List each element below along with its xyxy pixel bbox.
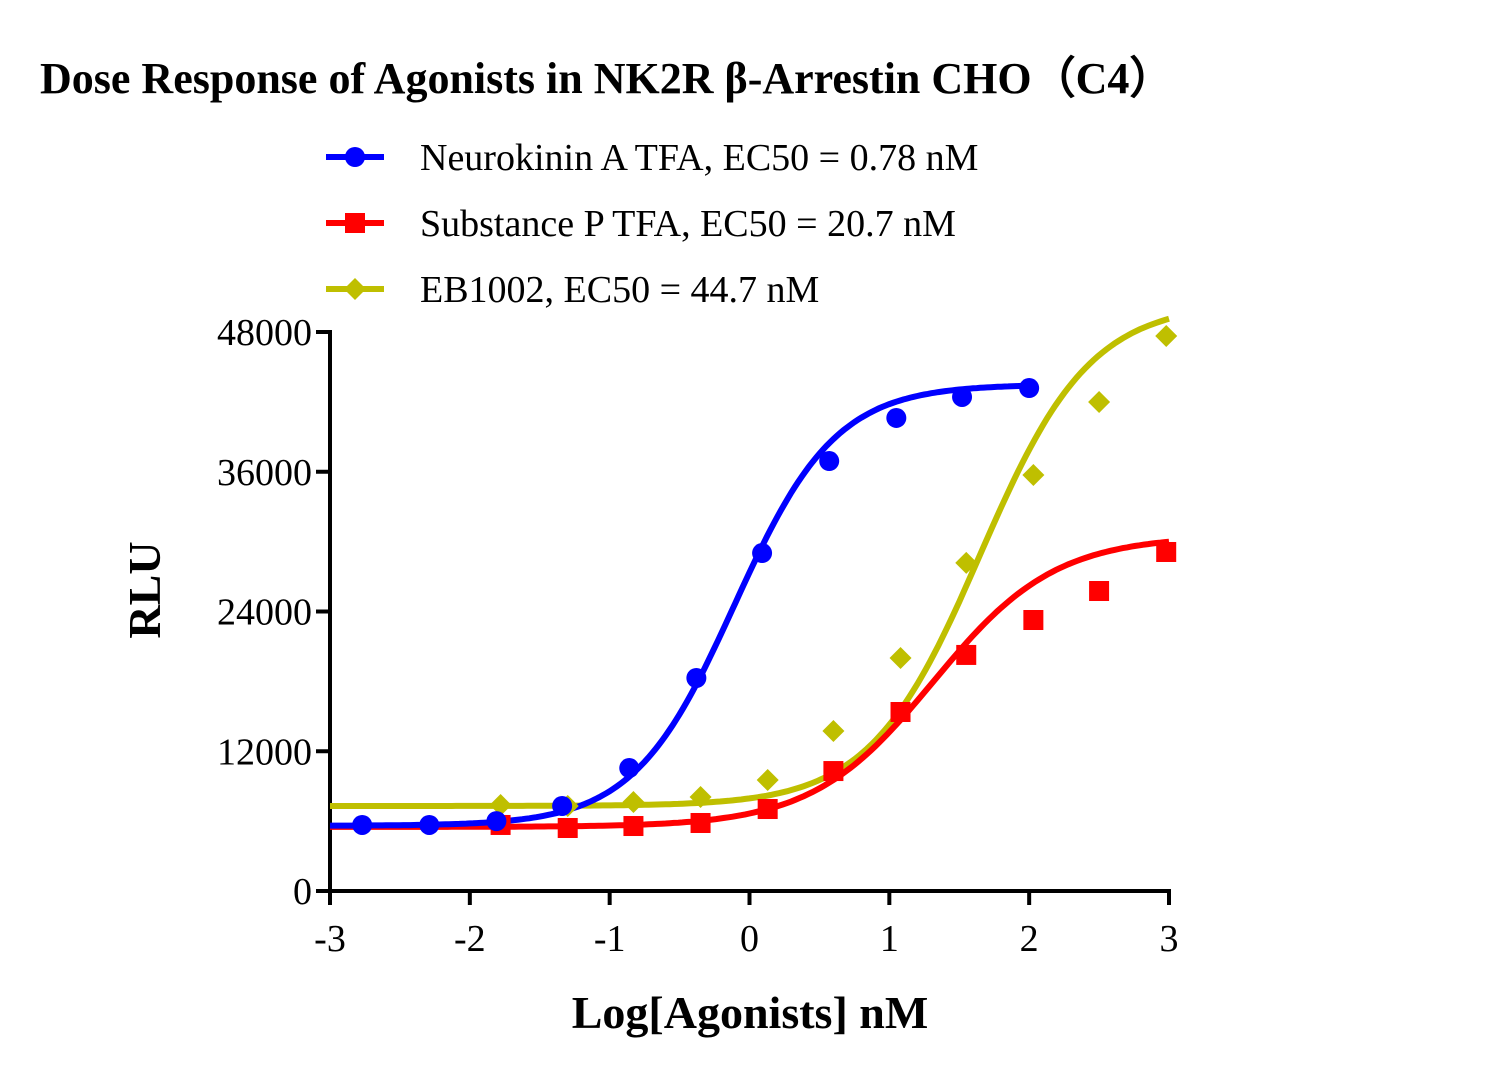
data-point: [1156, 541, 1177, 562]
legend-marker: [345, 147, 365, 167]
data-point: [686, 667, 707, 688]
data-point: [552, 795, 573, 816]
points: [352, 324, 1178, 838]
x-tick-label: -2: [454, 918, 486, 960]
curves: [330, 315, 1170, 830]
data-point: [1088, 390, 1111, 413]
y-tick-label: 0: [293, 871, 312, 913]
x-tick-label: -1: [594, 918, 626, 960]
data-point: [489, 794, 512, 817]
data-point: [1019, 378, 1040, 399]
data-point: [1023, 610, 1044, 631]
data-point: [1155, 324, 1178, 347]
data-point: [752, 543, 773, 564]
fit-curve-2: [330, 315, 1170, 809]
x-tick-label: 1: [880, 918, 899, 960]
x-tick-label: 0: [740, 918, 759, 960]
x-tick-label: 3: [1160, 918, 1179, 960]
legend-marker: [344, 278, 366, 300]
y-axis-label: RLU: [119, 541, 170, 638]
legend-label: Neurokinin A TFA, EC50 = 0.78 nM: [420, 137, 978, 179]
data-point: [819, 451, 840, 472]
chart-title: Dose Response of Agonists in NK2R β-Arre…: [40, 54, 1174, 103]
data-point: [557, 817, 578, 838]
fit-curve-0: [330, 382, 1030, 829]
data-point: [757, 799, 778, 820]
data-point: [690, 812, 711, 833]
data-point: [689, 786, 712, 809]
data-point: [1022, 464, 1045, 487]
legend-marker: [345, 213, 365, 233]
data-point: [822, 719, 845, 742]
axes: -3 -2 -1 0 1 2 3 0 12000 24000 36000 48000: [217, 312, 1179, 960]
data-point: [486, 811, 507, 832]
x-axis-label: Log[Agonists] nM: [572, 987, 929, 1038]
data-point: [890, 702, 911, 723]
data-point: [955, 551, 978, 574]
x-tick-label: 2: [1020, 918, 1039, 960]
data-point: [952, 386, 973, 407]
y-tick-label: 36000: [217, 452, 312, 494]
data-point: [352, 814, 373, 835]
data-point: [823, 761, 844, 782]
x-tick-label: -3: [314, 918, 346, 960]
y-tick-label: 48000: [217, 312, 312, 354]
legend: Neurokinin A TFA, EC50 = 0.78 nM Substanc…: [326, 137, 978, 311]
data-point: [956, 644, 977, 665]
fit-curve-1: [330, 538, 1170, 830]
data-point: [419, 814, 440, 835]
data-point: [619, 758, 640, 779]
data-point: [623, 816, 644, 837]
legend-label: EB1002, EC50 = 44.7 nM: [420, 269, 819, 311]
y-tick-label: 12000: [217, 731, 312, 773]
legend-label: Substance P TFA, EC50 = 20.7 nM: [420, 203, 956, 245]
data-point: [756, 769, 779, 792]
data-point: [889, 646, 912, 669]
data-point: [886, 407, 907, 428]
data-point: [1089, 581, 1110, 602]
data-point: [622, 791, 645, 814]
y-tick-label: 24000: [217, 592, 312, 634]
